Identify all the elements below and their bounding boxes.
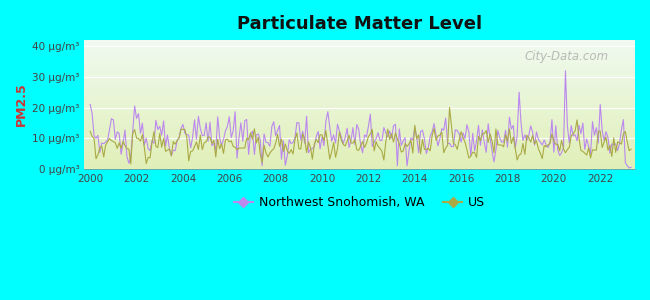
Y-axis label: PM2.5: PM2.5 xyxy=(15,82,28,126)
Title: Particulate Matter Level: Particulate Matter Level xyxy=(237,15,482,33)
Legend: Northwest Snohomish, WA, US: Northwest Snohomish, WA, US xyxy=(229,191,490,214)
Text: City-Data.com: City-Data.com xyxy=(525,50,609,63)
